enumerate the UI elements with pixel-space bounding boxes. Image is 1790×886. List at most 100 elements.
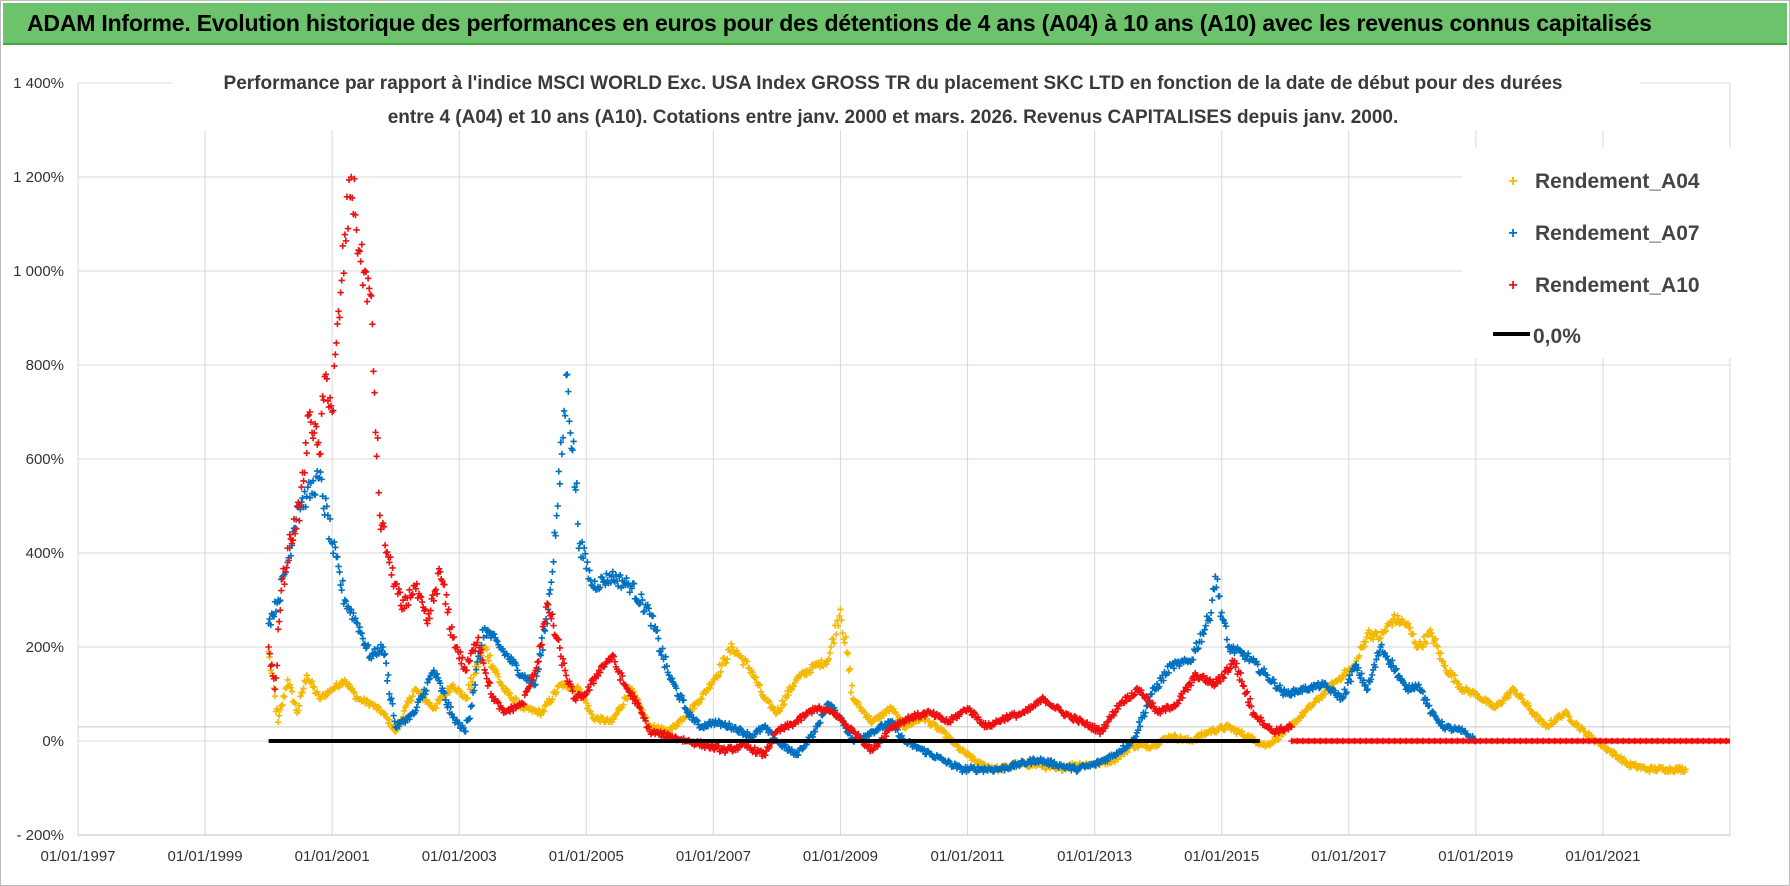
a10-marker: [374, 434, 381, 442]
a04-marker: [279, 701, 286, 709]
a10-marker: [334, 320, 341, 328]
legend-label-a04: Rendement_A04: [1535, 170, 1700, 193]
a04-marker: [707, 684, 714, 692]
a04-point: [303, 672, 310, 679]
a07-marker: [558, 450, 566, 458]
a04-marker: [726, 646, 733, 653]
a04-marker: [1418, 643, 1426, 650]
a07-marker: [385, 671, 392, 679]
a04-marker: [1108, 759, 1115, 767]
a10-marker: [303, 449, 310, 457]
y-tick-label: - 200%: [16, 827, 64, 844]
a07-marker: [609, 568, 616, 575]
y-tick-label: 200%: [26, 639, 64, 656]
a10-point: [271, 686, 279, 693]
a04-marker: [1434, 643, 1441, 651]
a07-marker: [299, 494, 306, 502]
a04-marker: [540, 708, 548, 715]
legend-label-zero: 0,0%: [1533, 325, 1581, 348]
a04-marker: [620, 701, 627, 708]
a10-marker: [276, 618, 283, 625]
a07-marker: [638, 591, 645, 598]
a04-marker: [860, 708, 867, 715]
a07-marker: [359, 635, 367, 642]
a04-marker: [1274, 736, 1282, 744]
a04-marker: [288, 688, 296, 695]
a04-marker: [381, 710, 389, 718]
a04-marker: [723, 655, 731, 663]
a07-marker: [326, 515, 334, 523]
a04-marker: [830, 640, 838, 647]
a04-marker: [1363, 634, 1370, 641]
legend-marker-a07: +: [1508, 225, 1517, 242]
a10-marker: [273, 662, 281, 669]
a04-marker: [386, 716, 393, 723]
a07-marker: [314, 467, 321, 475]
a04-marker: [769, 703, 776, 711]
a04-marker: [709, 679, 716, 686]
a04-marker: [1581, 728, 1589, 735]
a04-marker: [461, 691, 468, 699]
a07-marker: [322, 495, 329, 502]
a10-marker: [318, 410, 325, 417]
a04-marker: [823, 660, 830, 668]
a04-marker: [827, 643, 835, 651]
y-tick-label: 800%: [26, 357, 64, 374]
a10-marker: [445, 606, 452, 613]
chart-subtitle-line2: entre 4 (A04) et 10 ans (A10). Cotations…: [388, 107, 1399, 128]
a04-marker: [926, 717, 933, 725]
a10-marker: [535, 658, 542, 665]
a07-marker: [655, 635, 662, 642]
a10-marker: [317, 450, 324, 458]
a04-marker: [281, 693, 288, 701]
a04-marker: [844, 650, 852, 657]
a10-marker: [418, 598, 426, 606]
a07-marker: [324, 512, 332, 519]
a10-point: [386, 559, 393, 566]
a04-marker: [426, 699, 433, 706]
a10-marker: [381, 542, 389, 549]
a10-marker: [281, 581, 288, 588]
a04-marker: [1527, 707, 1535, 714]
a04-marker: [278, 702, 285, 710]
a04-marker: [290, 698, 298, 706]
a04-marker: [547, 699, 554, 706]
legend-label-a10: Rendement_A10: [1535, 274, 1700, 297]
a04-marker: [861, 709, 869, 716]
a04-marker: [1362, 638, 1369, 646]
a04-marker: [432, 704, 440, 712]
a10-marker: [332, 351, 339, 358]
a04-marker: [842, 633, 849, 641]
a04-marker: [939, 726, 947, 734]
a10-marker: [482, 669, 489, 677]
a10-marker: [443, 591, 450, 599]
a04-marker: [1632, 760, 1639, 768]
a04-marker: [457, 688, 464, 695]
a04-marker: [1424, 631, 1432, 639]
a04-marker: [848, 682, 856, 689]
a04-marker: [1427, 626, 1434, 634]
a04-marker: [513, 695, 520, 703]
a04-marker: [1391, 611, 1398, 619]
a07-marker: [270, 613, 278, 620]
a07-marker: [547, 586, 554, 593]
a04-marker: [1505, 694, 1512, 701]
a04-marker: [273, 705, 281, 712]
a04-marker: [722, 659, 730, 667]
a04-marker: [1210, 725, 1217, 732]
y-tick-label: 0%: [42, 733, 64, 750]
series-rendement-a04: [265, 606, 1689, 776]
a04-marker: [765, 697, 772, 704]
a04-marker: [1373, 629, 1380, 637]
a07-marker: [356, 624, 363, 631]
x-tick-label: 01/01/1997: [40, 848, 115, 865]
x-tick-label: 01/01/2013: [1057, 848, 1132, 865]
a10-marker: [442, 600, 449, 608]
a04-marker: [1619, 756, 1627, 764]
a07-marker: [566, 418, 573, 425]
a04-marker: [1322, 690, 1329, 698]
banner-title: ADAM Informe. Evolution historique des p…: [27, 9, 1652, 36]
a10-marker: [375, 489, 382, 496]
a04-marker: [466, 685, 474, 693]
